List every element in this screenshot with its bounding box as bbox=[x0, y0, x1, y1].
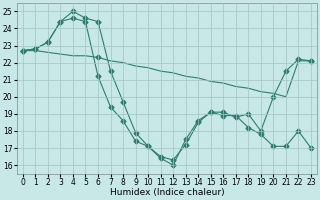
X-axis label: Humidex (Indice chaleur): Humidex (Indice chaleur) bbox=[109, 188, 224, 197]
